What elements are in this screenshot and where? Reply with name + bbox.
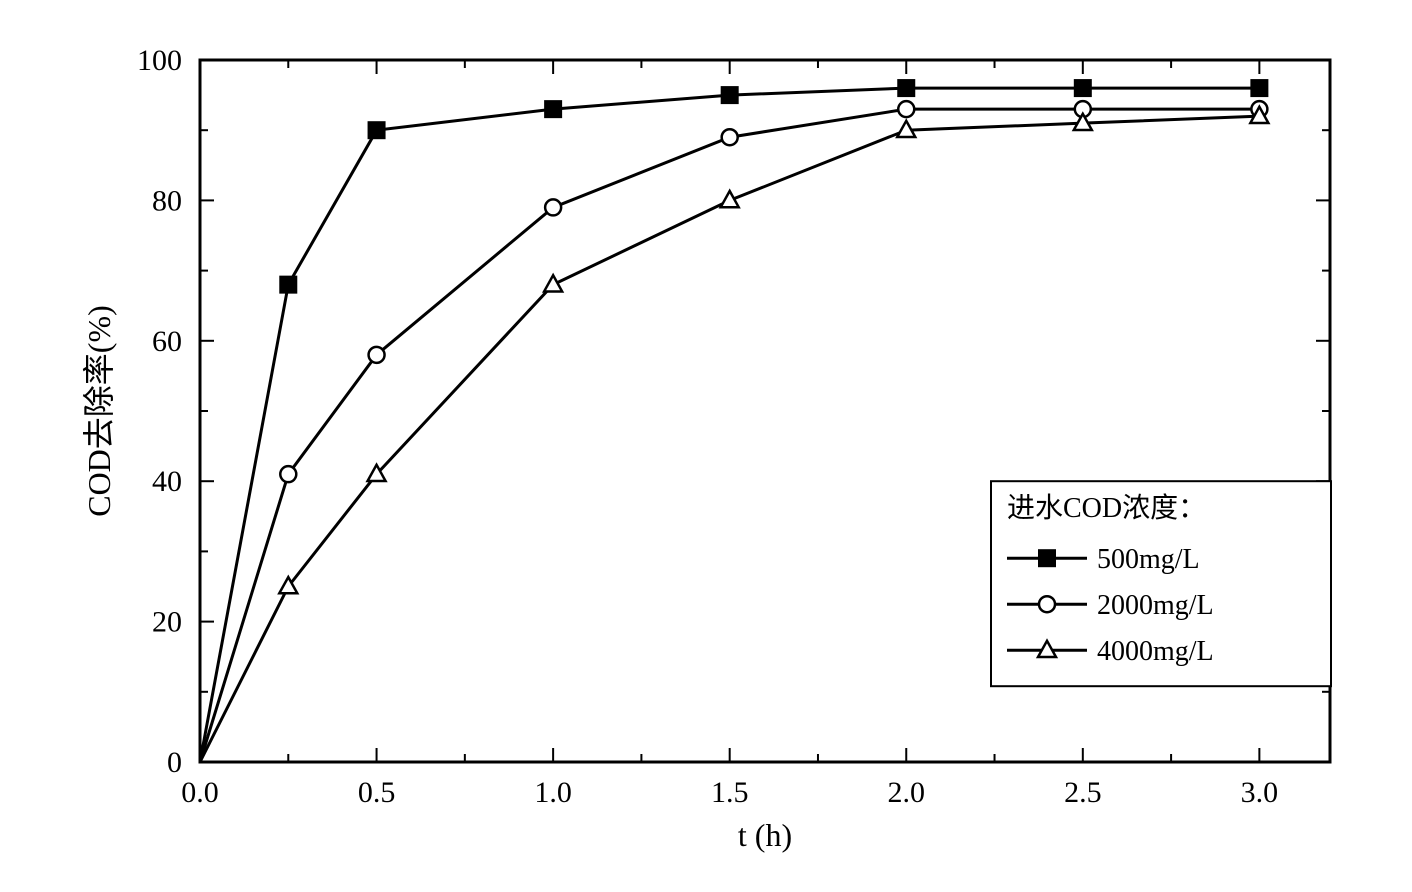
legend-label: 2000mg/L (1097, 590, 1214, 621)
legend-title: 进水COD浓度： (1007, 492, 1206, 524)
marker-square (1075, 80, 1091, 96)
x-tick-label: 2.5 (1064, 776, 1102, 809)
x-tick-label: 1.0 (534, 776, 572, 809)
marker-circle (545, 199, 561, 215)
x-tick-label: 3.0 (1241, 776, 1279, 809)
marker-circle (369, 347, 385, 363)
marker-square (1039, 550, 1055, 566)
marker-circle (280, 466, 296, 482)
marker-square (369, 122, 385, 138)
marker-circle (1039, 596, 1055, 612)
legend-label: 500mg/L (1097, 544, 1200, 575)
marker-square (722, 87, 738, 103)
marker-square (545, 101, 561, 117)
chart-svg: 0.0 0.5 1.0 1.5 2.0 2.5 3.0 0 20 40 60 80 100 t (h) CO… (0, 0, 1412, 892)
marker-square (1251, 80, 1267, 96)
x-tick-label: 0.0 (181, 776, 219, 809)
x-tick-label: 2.0 (888, 776, 926, 809)
marker-square (280, 277, 296, 293)
marker-square (898, 80, 914, 96)
x-tick-label: 0.5 (358, 776, 396, 809)
legend: 进水COD浓度： 500mg/L 2000mg/L 4000mg/L (991, 481, 1331, 686)
chart-container: 0.0 0.5 1.0 1.5 2.0 2.5 3.0 0 20 40 60 80 100 t (h) CO… (0, 0, 1412, 892)
marker-circle (898, 101, 914, 117)
y-tick-label: 40 (152, 465, 182, 498)
x-tick-label: 1.5 (711, 776, 749, 809)
y-tick-label: 60 (152, 325, 182, 358)
y-tick-label: 20 (152, 606, 182, 639)
y-axis-label: COD去除率(%) (81, 305, 117, 517)
y-tick-label: 0 (167, 746, 182, 779)
x-axis-label: t (h) (738, 817, 792, 853)
y-tick-label: 100 (137, 44, 182, 77)
chart-background (0, 0, 1412, 892)
legend-label: 4000mg/L (1097, 636, 1214, 667)
marker-circle (722, 129, 738, 145)
y-tick-label: 80 (152, 184, 182, 217)
